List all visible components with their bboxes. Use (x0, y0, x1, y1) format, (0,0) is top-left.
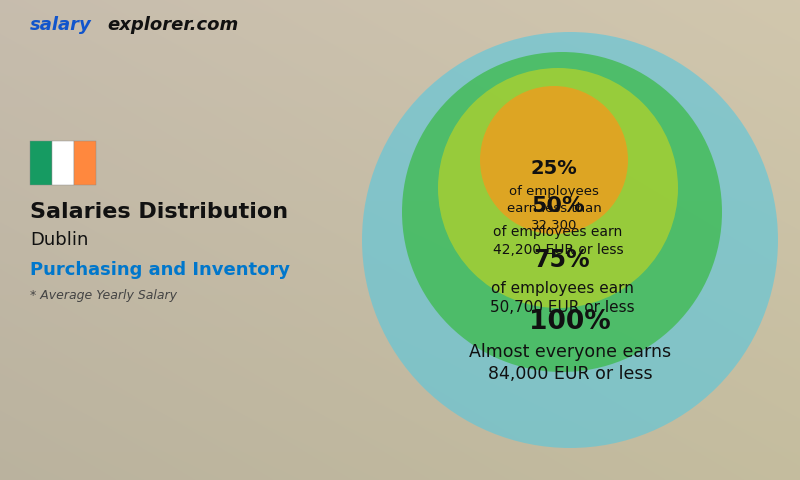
Text: of employees earn: of employees earn (494, 225, 622, 239)
Ellipse shape (480, 86, 628, 234)
Text: 42,200 EUR or less: 42,200 EUR or less (493, 243, 623, 257)
Text: Purchasing and Inventory: Purchasing and Inventory (30, 261, 290, 279)
Text: Dublin: Dublin (30, 231, 88, 249)
Ellipse shape (402, 52, 722, 372)
Text: Salaries Distribution: Salaries Distribution (30, 202, 288, 222)
Text: 25%: 25% (530, 158, 578, 178)
Bar (52, 141, 74, 185)
Ellipse shape (362, 32, 778, 448)
Text: 100%: 100% (529, 309, 611, 335)
Bar (74, 141, 96, 185)
Text: 50,700 EUR or less: 50,700 EUR or less (490, 300, 634, 315)
Text: Almost everyone earns: Almost everyone earns (469, 343, 671, 361)
Text: of employees: of employees (509, 185, 599, 199)
Text: 50%: 50% (531, 196, 585, 216)
Bar (30, 141, 52, 185)
Text: earn less than: earn less than (506, 203, 602, 216)
Text: 75%: 75% (534, 248, 590, 272)
Text: salary: salary (30, 16, 92, 34)
Text: * Average Yearly Salary: * Average Yearly Salary (30, 288, 177, 301)
Text: 32,300: 32,300 (531, 219, 577, 232)
Text: explorer.com: explorer.com (107, 16, 238, 34)
Text: of employees earn: of employees earn (490, 280, 634, 296)
Ellipse shape (438, 68, 678, 308)
Text: 84,000 EUR or less: 84,000 EUR or less (488, 365, 652, 383)
